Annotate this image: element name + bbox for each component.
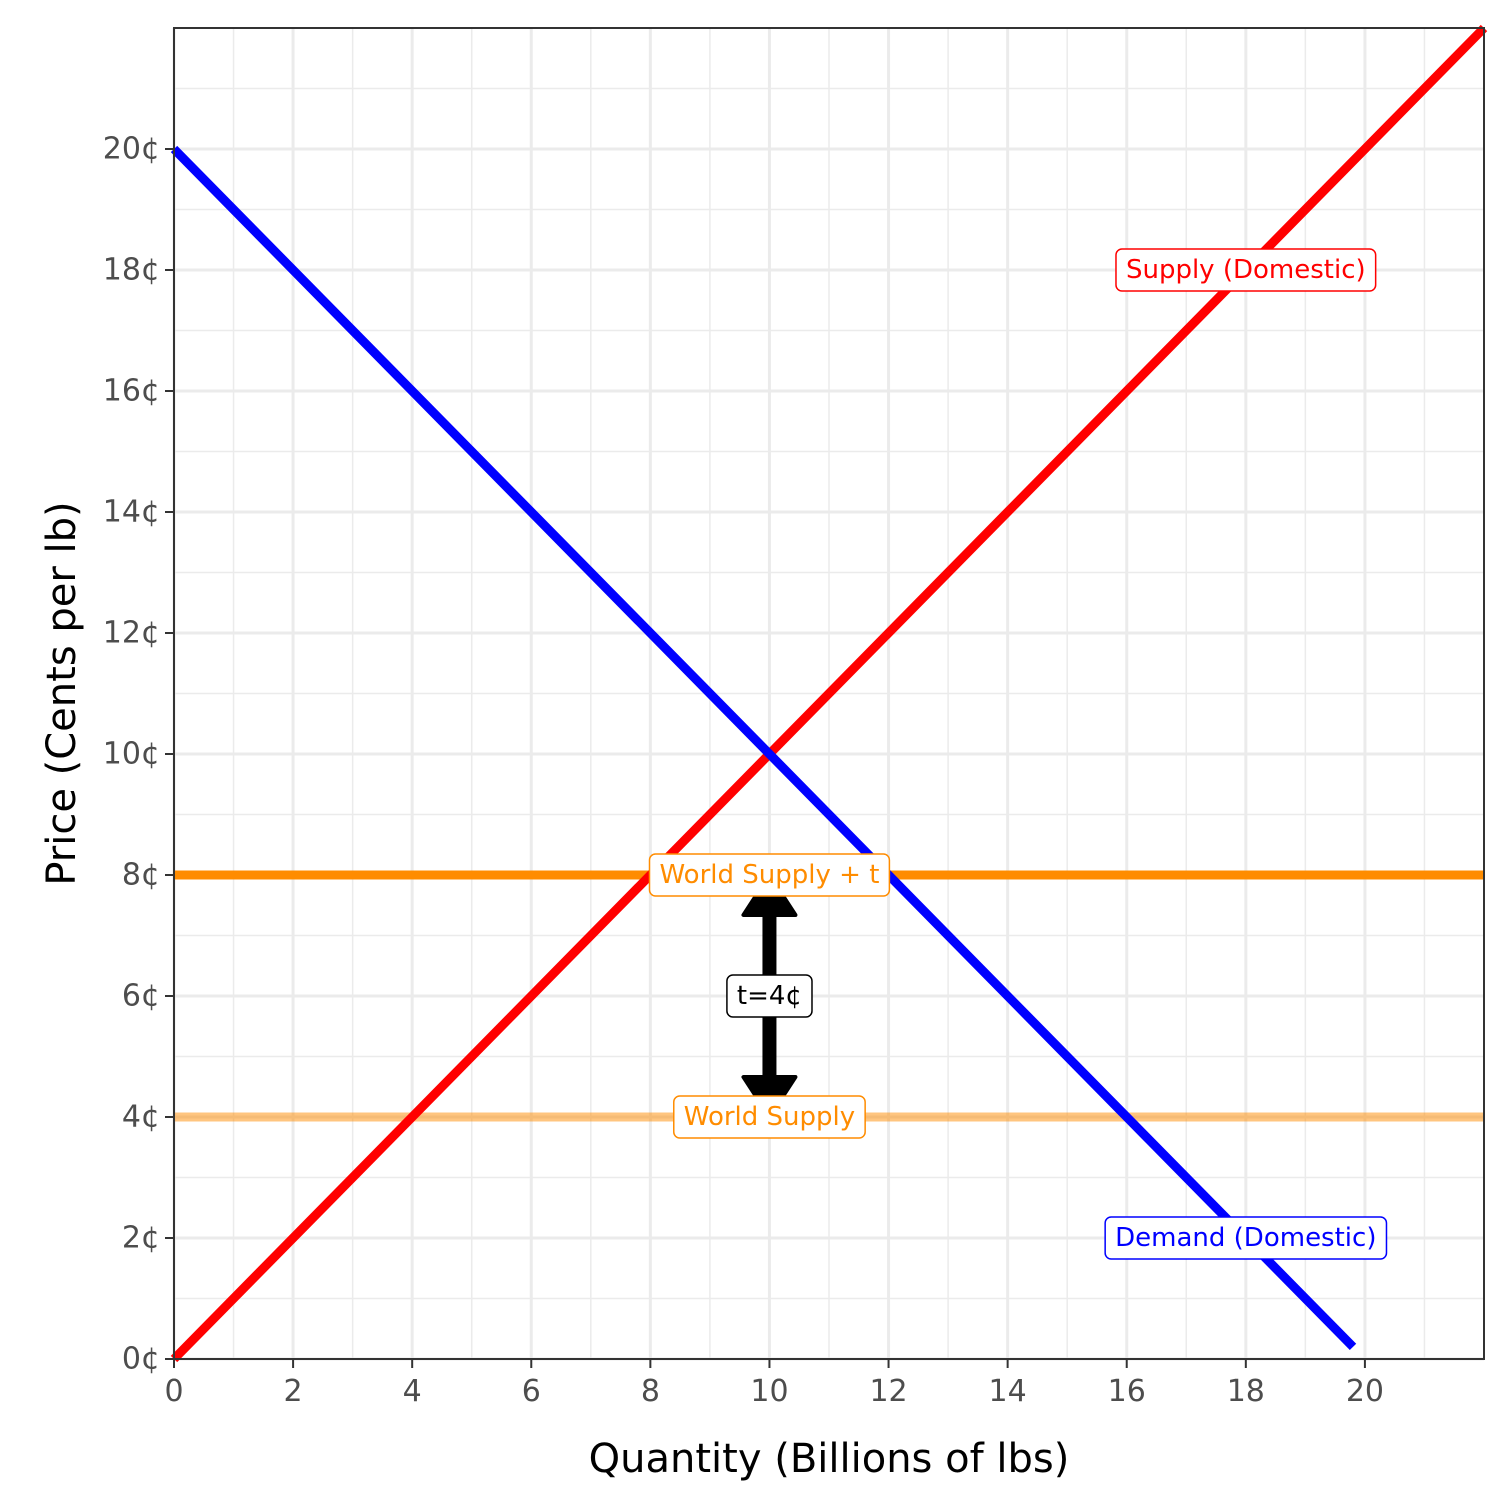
y-tick-label: 18¢ [103, 253, 160, 288]
label-demand-domestic-box [1104, 1216, 1388, 1260]
label-world-supply-t-box [648, 853, 891, 897]
label-world-supply: World Supply [673, 1095, 866, 1139]
panel-border [173, 27, 1485, 1360]
x-tick-label: 4 [403, 1374, 422, 1409]
x-tick-label: 16 [1108, 1374, 1146, 1409]
x-tick-label: 0 [164, 1374, 183, 1409]
label-t-4-text: t=4¢ [737, 981, 802, 1011]
series-line-demand-domestic [170, 145, 1357, 1351]
label-world-supply-box [673, 1095, 866, 1139]
x-tick-label: 10 [750, 1374, 788, 1409]
label-demand-domestic-text: Demand (Domestic) [1115, 1223, 1376, 1253]
x-tick-label: 20 [1346, 1374, 1384, 1409]
y-tick-label: 4¢ [122, 1100, 160, 1135]
y-tick-label: 10¢ [103, 737, 160, 772]
x-tick-label: 18 [1227, 1374, 1265, 1409]
y-tick-label: 6¢ [122, 979, 160, 1014]
x-tick-label: 6 [522, 1374, 541, 1409]
y-tick-label: 0¢ [122, 1342, 160, 1377]
label-world-supply-t: World Supply + t [648, 853, 891, 897]
label-t-4-box [726, 974, 813, 1018]
label-supply-domestic-box [1115, 248, 1377, 292]
y-tick-label: 12¢ [103, 616, 160, 651]
y-axis-title: Price (Cents per lb) [39, 501, 85, 885]
label-world-supply-t-text: World Supply + t [660, 860, 880, 890]
x-tick-label: 2 [284, 1374, 303, 1409]
label-world-supply-text: World Supply [684, 1102, 855, 1132]
series-labels: Supply (Domestic) Demand (Domestic) World … [648, 248, 1388, 1260]
y-tick-label: 16¢ [103, 374, 160, 409]
x-tick-label: 12 [869, 1374, 907, 1409]
axis-ticks: 0 2 4 6 8 10 12 14 16 18 20 0¢ 2¢ 4¢ 6¢ 8¢ 10¢ 12¢ 14¢ 16¢ 1… [103, 132, 1384, 1410]
x-tick-label: 14 [989, 1374, 1027, 1409]
x-axis-title: Quantity (Billions of lbs) [589, 1436, 1070, 1482]
label-demand-domestic: Demand (Domestic) [1104, 1216, 1388, 1260]
x-tick-label: 8 [641, 1374, 660, 1409]
label-supply-domestic: Supply (Domestic) [1115, 248, 1377, 292]
y-tick-label: 20¢ [103, 132, 160, 167]
label-t-4: t=4¢ [726, 974, 813, 1018]
y-tick-label: 8¢ [122, 858, 160, 893]
y-tick-label: 2¢ [122, 1221, 160, 1256]
y-tick-label: 14¢ [103, 495, 160, 530]
label-supply-domestic-text: Supply (Domestic) [1126, 255, 1366, 285]
